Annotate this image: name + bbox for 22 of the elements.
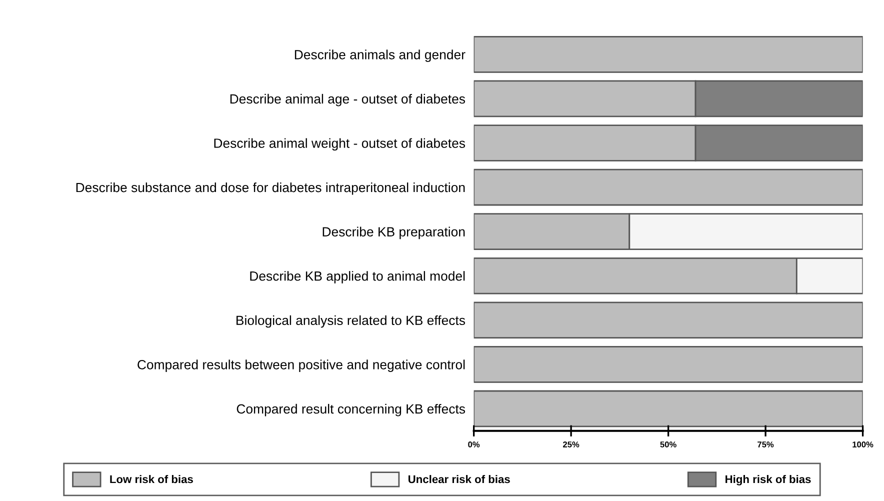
legend-label: Low risk of bias	[110, 475, 193, 484]
y-tick-label: Biological analysis related to KB effects	[236, 315, 466, 328]
x-tick-label: 75%	[758, 442, 774, 448]
bar	[474, 390, 863, 428]
bar	[474, 168, 863, 206]
bar	[474, 302, 863, 339]
legend-label: High risk of bias	[726, 475, 811, 486]
y-tick-label: Describe substance and dose for diabetes intraperitoneal induction	[76, 182, 465, 195]
y-tick-label: Describe KB preparation	[322, 226, 465, 240]
y-tick-label: Describe animals and gender	[294, 50, 466, 62]
y-tick-label: Compared result concerning KB effects	[236, 404, 466, 416]
x-tick-label: 0%	[468, 441, 480, 448]
y-tick-label: Describe animal weight - outset of diabetes	[214, 138, 466, 151]
x-tick-label: 100%	[852, 441, 874, 448]
legend-label: Unclear risk of bias	[408, 475, 510, 484]
x-tick-label: 50%	[660, 441, 676, 448]
bar	[474, 346, 863, 383]
y-tick-label: Describe KB applied to animal model	[250, 271, 465, 284]
x-tick-label: 25%	[563, 441, 580, 448]
bar	[474, 36, 863, 73]
y-tick-label: Compared results between positive and negative control	[138, 360, 465, 372]
y-tick-label: Describe animal age - outset of diabetes	[230, 94, 466, 106]
